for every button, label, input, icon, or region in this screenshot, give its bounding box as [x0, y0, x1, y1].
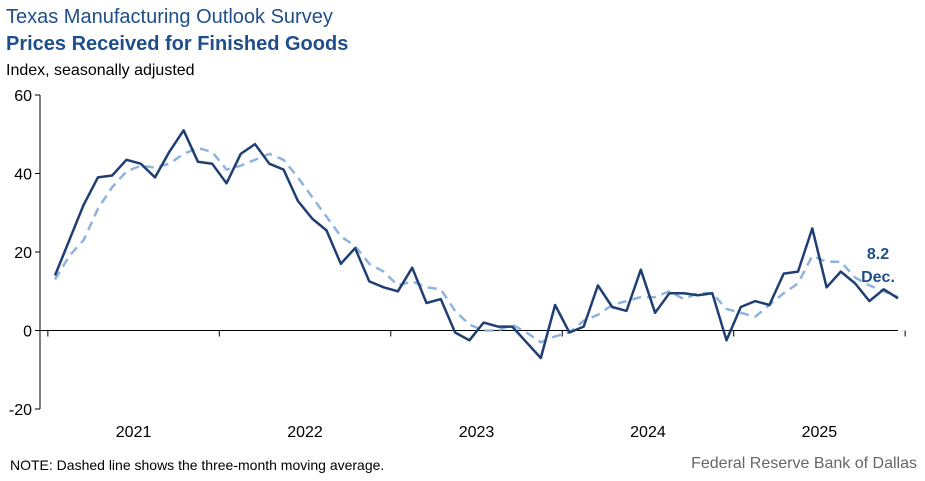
source-label: Federal Reserve Bank of Dallas	[691, 455, 917, 472]
prices-received-line	[53, 129, 899, 360]
y-tick-label: 20	[14, 245, 32, 262]
x-year-label: 2023	[459, 424, 495, 441]
chart-axes	[35, 94, 906, 410]
footnote: NOTE: Dashed line shows the three-month …	[10, 457, 385, 473]
x-year-label: 2021	[116, 424, 152, 441]
x-year-label: 2022	[287, 424, 323, 441]
moving-average-line	[53, 146, 899, 344]
x-year-label: 2024	[630, 424, 666, 441]
y-tick-label: 40	[14, 167, 32, 184]
last-date-label: Dec.	[861, 269, 895, 286]
chart-series	[53, 129, 899, 360]
x-year-labels: 2021 2022 2023 2024 2025	[116, 424, 838, 441]
y-tick-label: -20	[9, 402, 32, 419]
last-value-label: 8.2	[867, 246, 889, 263]
y-tick-label: 60	[14, 88, 32, 105]
chart-title: Texas Manufacturing Outlook Survey	[6, 6, 333, 28]
y-tick-label: 0	[23, 324, 32, 341]
chart-subtitle: Prices Received for Finished Goods	[6, 33, 349, 55]
x-year-label: 2025	[802, 424, 838, 441]
y-tick-labels: -20 0 20 40 60	[9, 88, 32, 419]
y-axis-units-label: Index, seasonally adjusted	[6, 62, 195, 79]
